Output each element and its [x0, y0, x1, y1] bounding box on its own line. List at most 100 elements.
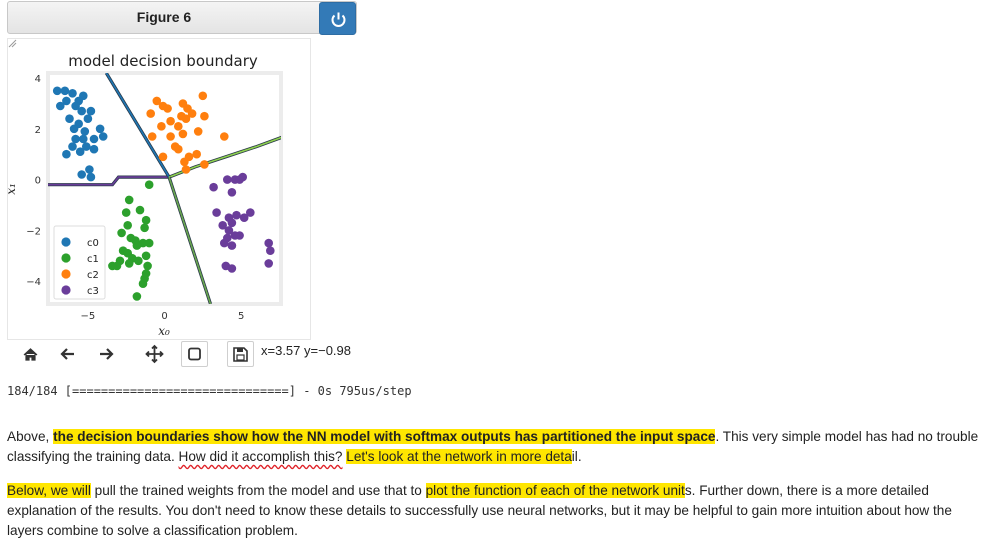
chart-title: model decision boundary — [68, 52, 258, 70]
back-button[interactable] — [54, 341, 81, 367]
decision-boundary-line — [48, 176, 170, 186]
data-point-c0 — [62, 149, 71, 159]
decision-boundary-line — [105, 73, 170, 178]
data-point-c1 — [140, 223, 149, 233]
explanation-paragraph-2: Below, we will pull the trained weights … — [7, 481, 982, 541]
power-button[interactable] — [319, 2, 356, 35]
highlighted-text: the decision boundaries show how the NN … — [53, 429, 716, 444]
y-tick-label: 0 — [35, 176, 41, 187]
data-point-c3 — [218, 221, 227, 230]
data-point-c1 — [141, 251, 151, 261]
data-point-c0 — [68, 142, 77, 151]
legend-marker-c1 — [61, 253, 71, 263]
back-arrow-icon — [60, 348, 74, 360]
data-point-c3 — [223, 175, 232, 184]
data-point-c3 — [209, 182, 218, 192]
data-point-c2 — [163, 104, 172, 113]
data-point-c2 — [220, 132, 229, 141]
data-point-c0 — [83, 114, 93, 123]
data-point-c0 — [77, 170, 86, 179]
y-tick-label: 2 — [35, 125, 41, 136]
data-point-c1 — [138, 279, 148, 288]
text-span: . This very simple model has had no trou… — [7, 429, 979, 464]
data-point-c1 — [132, 241, 142, 250]
x-axis-label: x₀ — [158, 324, 170, 338]
data-point-c1 — [144, 180, 154, 189]
power-icon — [331, 12, 346, 27]
pan-button[interactable] — [141, 341, 168, 367]
data-point-c0 — [52, 86, 62, 96]
figure-header: Figure 6 — [7, 1, 357, 35]
highlighted-text: Let's look at the network in more deta — [346, 449, 572, 464]
resize-grip-icon[interactable] — [8, 39, 17, 48]
data-point-c3 — [227, 188, 237, 197]
training-progress-output: 184/184 [==============================]… — [7, 384, 412, 398]
data-point-c2 — [166, 116, 175, 126]
data-point-c1 — [121, 208, 131, 217]
data-point-c0 — [89, 144, 99, 154]
data-point-c0 — [82, 142, 91, 151]
data-point-c0 — [89, 134, 99, 144]
legend-marker-c3 — [61, 285, 71, 295]
y-axis-label: x₁ — [8, 183, 18, 195]
data-point-c0 — [80, 127, 90, 136]
data-point-c3 — [220, 238, 229, 248]
forward-arrow-icon — [100, 348, 114, 360]
data-point-c2 — [158, 152, 168, 162]
data-point-c2 — [181, 165, 191, 174]
save-button[interactable] — [227, 341, 254, 367]
data-point-c3 — [227, 241, 237, 250]
underlined-question: How did it accomplish this? — [178, 449, 343, 464]
data-point-c1 — [123, 221, 132, 230]
zoom-rect-button[interactable] — [181, 341, 208, 367]
data-point-c2 — [174, 122, 183, 131]
data-point-c3 — [264, 259, 274, 268]
explanation-paragraph-1: Above, the decision boundaries show how … — [7, 427, 982, 467]
text-span: il. — [571, 449, 582, 464]
data-point-c3 — [224, 226, 234, 235]
data-point-c1 — [134, 256, 143, 266]
legend-label-c1: c1 — [87, 254, 99, 265]
pan-icon — [145, 344, 164, 364]
data-point-c0 — [56, 101, 65, 111]
figure-canvas[interactable]: model decision boundary −5 0 5 4 2 0 −2 −4 x₀ x… — [7, 38, 311, 340]
data-point-c0 — [71, 134, 80, 144]
text-span: pull the trained weights from the model … — [90, 483, 426, 498]
y-tick-label: −4 — [26, 277, 41, 288]
data-point-c1 — [124, 195, 134, 205]
data-point-c0 — [85, 165, 94, 174]
data-point-c1 — [135, 205, 145, 215]
data-point-c2 — [152, 96, 162, 106]
data-point-c1 — [117, 228, 126, 238]
data-point-c0 — [95, 124, 105, 134]
data-point-c1 — [141, 215, 151, 225]
data-point-c2 — [157, 122, 166, 131]
data-point-c0 — [77, 106, 86, 116]
data-point-c1 — [124, 259, 134, 268]
data-point-c2 — [187, 109, 197, 118]
data-point-c2 — [178, 129, 188, 139]
data-point-c0 — [98, 132, 108, 141]
data-point-c3 — [239, 213, 249, 222]
highlighted-text: plot the function of each of the network… — [425, 483, 685, 498]
home-button[interactable] — [17, 341, 44, 367]
data-point-c0 — [75, 147, 85, 156]
forward-button[interactable] — [93, 341, 120, 367]
data-point-c0 — [60, 86, 70, 96]
text-span: Above, — [7, 429, 54, 444]
legend: c0 c1 c2 c3 — [53, 225, 106, 300]
data-point-c0 — [62, 96, 71, 106]
text-span: s. Further down, there is a more detaile… — [7, 483, 952, 538]
data-point-c1 — [132, 292, 142, 301]
data-point-c2 — [200, 111, 209, 121]
data-point-c2 — [181, 114, 191, 123]
x-tick-label: 0 — [161, 311, 167, 322]
data-point-c1 — [112, 261, 122, 271]
figure-title: Figure 6 — [136, 9, 192, 25]
data-point-c3 — [246, 208, 255, 217]
data-point-c0 — [65, 114, 74, 123]
data-point-c3 — [227, 264, 237, 273]
data-point-c3 — [266, 246, 275, 255]
data-point-c1 — [143, 261, 152, 271]
legend-marker-c0 — [61, 237, 71, 247]
